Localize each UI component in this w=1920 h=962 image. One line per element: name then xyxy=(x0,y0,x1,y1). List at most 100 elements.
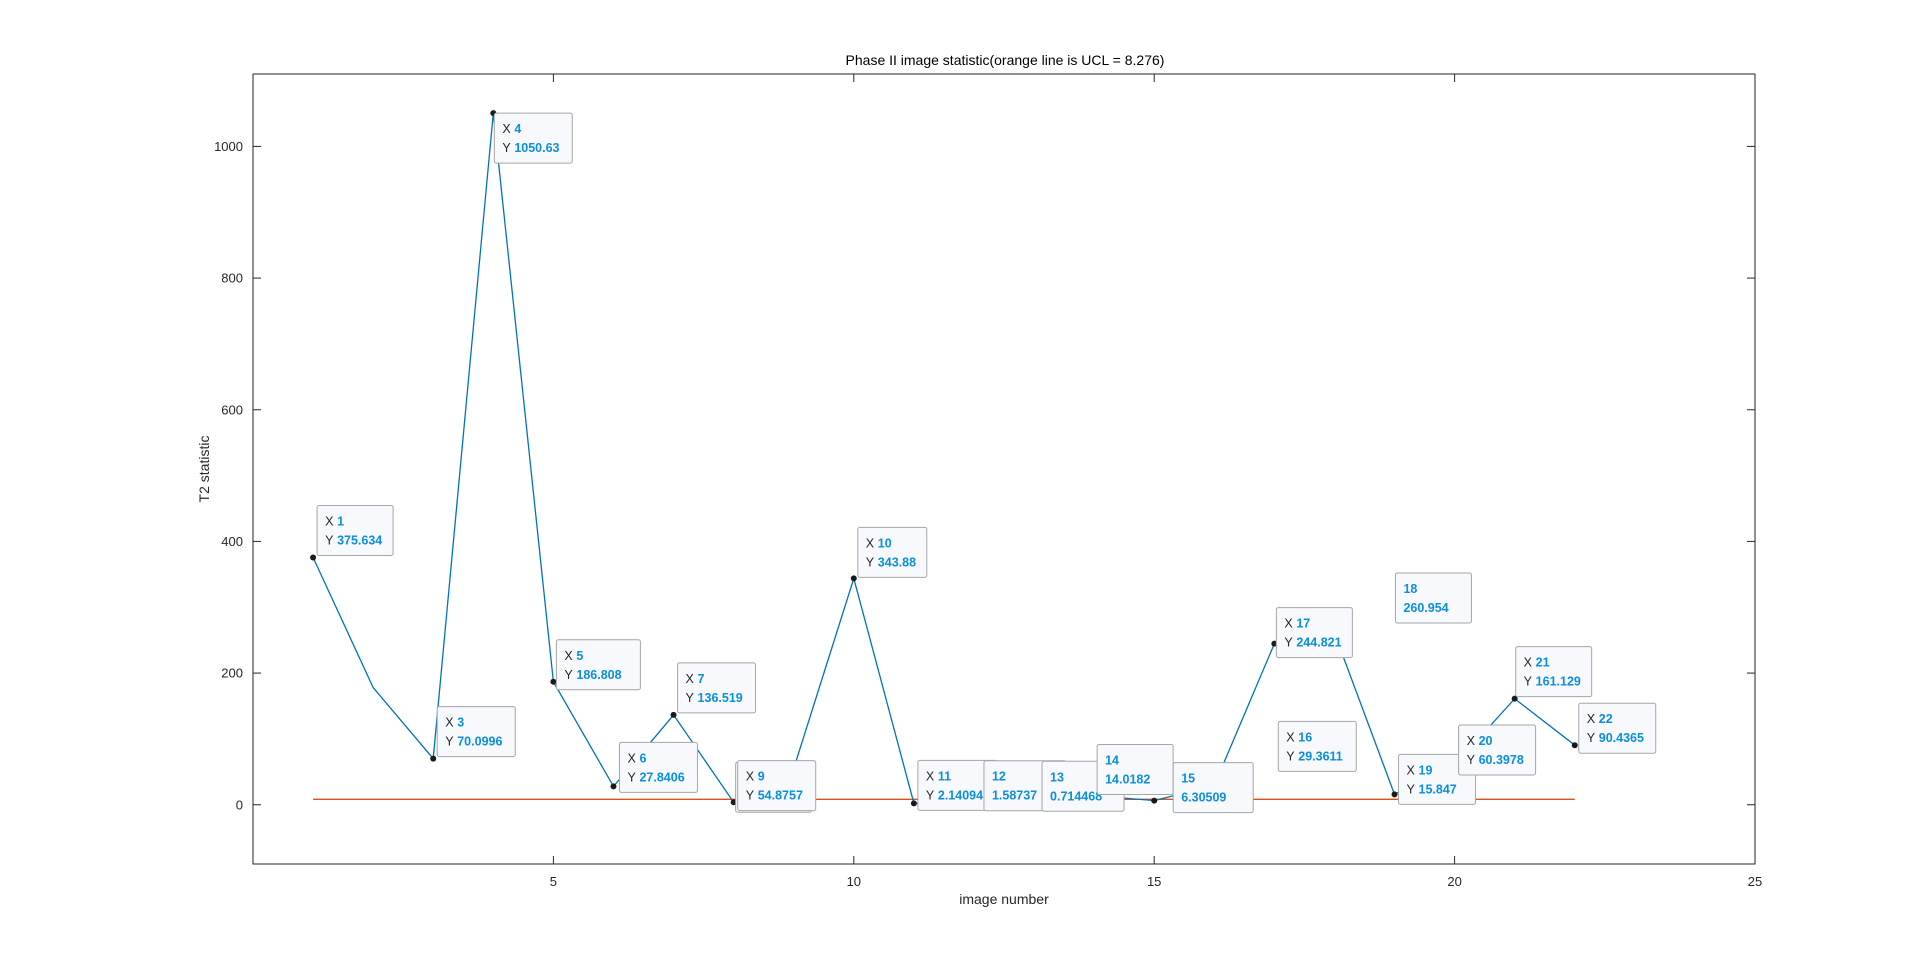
datatip-y-value: 70.0996 xyxy=(457,735,502,749)
x-tick-label: 25 xyxy=(1748,874,1762,889)
datatip-x-value: 12 xyxy=(992,770,1006,784)
datatip-y-value: 15.847 xyxy=(1419,782,1457,796)
datatip: XY1 375.634 xyxy=(316,504,394,556)
datatip-x-value: 16 xyxy=(1298,730,1312,744)
datatip-box xyxy=(436,706,516,758)
datatip-marker xyxy=(610,783,617,790)
datatip-x-value: 7 xyxy=(698,672,705,686)
datatip-y-value: 260.954 xyxy=(1403,601,1448,615)
datatip-y-value: 14.0182 xyxy=(1105,773,1150,787)
datatip-y-value: 343.88 xyxy=(878,555,916,569)
datatip-y-key: Y xyxy=(1587,731,1596,745)
datatip-x-key: X xyxy=(926,769,935,783)
datatip-y-key: Y xyxy=(1284,636,1293,650)
datatip-x-value: 5 xyxy=(576,649,583,663)
datatip-box xyxy=(1096,744,1174,796)
datatip-y-key: Y xyxy=(926,788,935,802)
x-tick-label: 5 xyxy=(550,874,557,889)
datatip-y-value: 27.8406 xyxy=(639,770,684,784)
datatip-x-value: 1 xyxy=(337,514,344,528)
datatip-box xyxy=(555,639,641,691)
datatip-y-key: Y xyxy=(627,770,636,784)
datatip: XY6 27.8406 xyxy=(618,741,698,793)
datatip-x-key: X xyxy=(502,122,511,136)
datatip-marker xyxy=(1151,797,1158,804)
datatip-x-key: X xyxy=(1284,617,1293,631)
datatip-x-key: X xyxy=(866,536,875,550)
datatip-x-value: 14 xyxy=(1105,754,1119,768)
datatip-y-value: 90.4365 xyxy=(1599,731,1644,745)
datatip-box xyxy=(1394,572,1472,624)
datatip-x-key: X xyxy=(1407,763,1416,777)
datatip-x-key: X xyxy=(1524,656,1533,670)
datatip-x-key: X xyxy=(564,649,573,663)
datatip-box xyxy=(316,504,394,556)
datatip-y-value: 375.634 xyxy=(337,533,382,547)
datatip-x-value: 6 xyxy=(639,751,646,765)
datatip-box xyxy=(1275,607,1353,659)
y-tick-label: 600 xyxy=(221,402,243,417)
datatip-y-value: 186.808 xyxy=(576,668,621,682)
datatip-y-value: 0.714468 xyxy=(1050,789,1102,803)
datatip-x-value: 17 xyxy=(1296,617,1310,631)
datatip: XY9 54.8757 xyxy=(737,760,817,812)
datatip-y-key: Y xyxy=(502,141,511,155)
datatip-marker xyxy=(850,575,857,582)
datatip-x-key: X xyxy=(1467,734,1476,748)
datatip: XY4 1050.63 xyxy=(493,112,573,164)
datatip-marker xyxy=(1511,695,1518,702)
datatip-box xyxy=(1398,753,1477,805)
datatip-y-key: Y xyxy=(1286,749,1295,763)
datatip-y-key: Y xyxy=(1467,753,1476,767)
datatip: 15 6.30509 xyxy=(1172,762,1254,814)
datatip-y-key: Y xyxy=(866,555,875,569)
datatip-x-key: X xyxy=(1286,730,1295,744)
datatip-x-value: 9 xyxy=(758,770,765,784)
datatip-x-key: X xyxy=(686,672,695,686)
datatip-box xyxy=(857,526,928,578)
datatip-x-value: 19 xyxy=(1419,763,1433,777)
datatip-x-value: 10 xyxy=(878,536,892,550)
y-tick-label: 400 xyxy=(221,534,243,549)
datatip-y-key: Y xyxy=(1524,675,1533,689)
datatip-y-key: Y xyxy=(746,789,755,803)
y-axis-label: T2 statistic xyxy=(196,436,212,503)
chart-title: Phase II image statistic(orange line is … xyxy=(846,52,1165,68)
datatip-y-value: 161.129 xyxy=(1536,675,1581,689)
datatip-box xyxy=(1578,702,1657,754)
datatip-box xyxy=(1458,724,1537,776)
datatip-marker xyxy=(550,678,557,685)
datatip-x-value: 4 xyxy=(514,122,521,136)
datatip-marker xyxy=(1571,742,1578,749)
datatip-y-value: 1.58737 xyxy=(992,789,1037,803)
datatip-box xyxy=(618,741,698,793)
x-axis-label: image number xyxy=(959,891,1049,907)
datatip: 18 260.954 xyxy=(1394,572,1472,624)
y-tick-label: 0 xyxy=(236,797,243,812)
datatip-x-value: 11 xyxy=(938,769,951,783)
datatip-marker xyxy=(310,554,317,561)
datatip: 14 14.0182 xyxy=(1096,744,1174,796)
datatip-x-key: X xyxy=(746,770,755,784)
datatip-y-key: Y xyxy=(686,691,695,705)
datatip-x-value: 21 xyxy=(1536,656,1550,670)
datatip-y-value: 6.30509 xyxy=(1181,791,1226,805)
datatip-y-key: Y xyxy=(1407,782,1416,796)
datatip-x-value: 18 xyxy=(1403,582,1417,596)
datatip-x-value: 13 xyxy=(1050,770,1064,784)
datatip-y-key: Y xyxy=(445,735,454,749)
datatip-box xyxy=(737,760,817,812)
datatip-x-key: X xyxy=(627,751,636,765)
datatip-x-value: 15 xyxy=(1181,772,1195,786)
datatip-x-value: 3 xyxy=(457,716,464,730)
datatip-x-value: 22 xyxy=(1599,712,1613,726)
datatip-box xyxy=(1277,720,1357,772)
